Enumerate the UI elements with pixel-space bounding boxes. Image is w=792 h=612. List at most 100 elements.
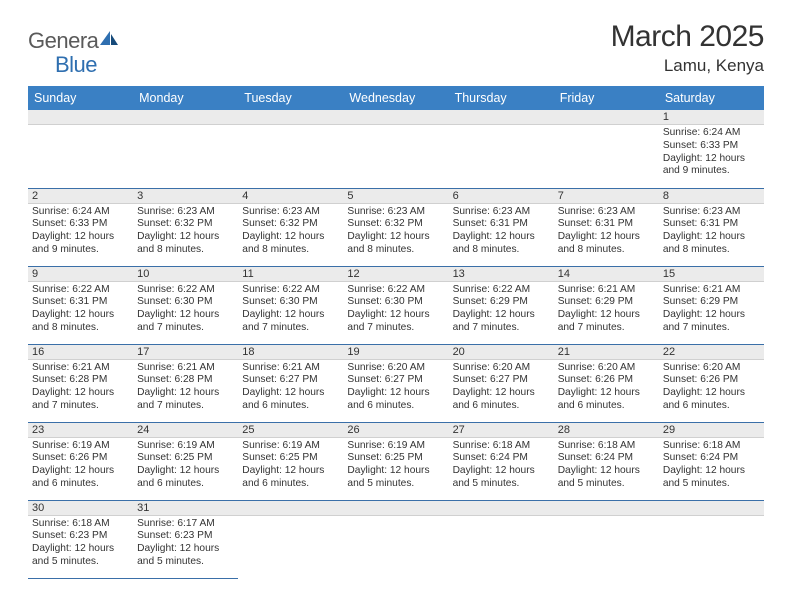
week-row: 16Sunrise: 6:21 AMSunset: 6:28 PMDayligh… xyxy=(28,344,764,422)
day-details: Sunrise: 6:23 AMSunset: 6:32 PMDaylight:… xyxy=(133,204,238,261)
day-cell: 26Sunrise: 6:19 AMSunset: 6:25 PMDayligh… xyxy=(343,422,448,500)
day-cell xyxy=(343,500,448,578)
sunrise-text: Sunrise: 6:19 AM xyxy=(32,440,129,453)
day-header-row: Sunday Monday Tuesday Wednesday Thursday… xyxy=(28,86,764,110)
header-wednesday: Wednesday xyxy=(343,86,448,110)
sunset-text: Sunset: 6:27 PM xyxy=(347,374,444,387)
day-cell xyxy=(659,500,764,578)
day-number: 22 xyxy=(659,345,764,360)
day-number: 25 xyxy=(238,423,343,438)
sunset-text: Sunset: 6:25 PM xyxy=(137,452,234,465)
day-number: 26 xyxy=(343,423,448,438)
day-number: 18 xyxy=(238,345,343,360)
header-sunday: Sunday xyxy=(28,86,133,110)
sunset-text: Sunset: 6:27 PM xyxy=(242,374,339,387)
sunrise-text: Sunrise: 6:18 AM xyxy=(453,440,550,453)
day-details: Sunrise: 6:23 AMSunset: 6:32 PMDaylight:… xyxy=(238,204,343,261)
sunset-text: Sunset: 6:25 PM xyxy=(347,452,444,465)
sunset-text: Sunset: 6:30 PM xyxy=(242,296,339,309)
sunset-text: Sunset: 6:26 PM xyxy=(558,374,655,387)
day-cell: 10Sunrise: 6:22 AMSunset: 6:30 PMDayligh… xyxy=(133,266,238,344)
day-number: 5 xyxy=(343,189,448,204)
sunset-text: Sunset: 6:31 PM xyxy=(558,218,655,231)
day-cell: 28Sunrise: 6:18 AMSunset: 6:24 PMDayligh… xyxy=(554,422,659,500)
sunset-text: Sunset: 6:29 PM xyxy=(558,296,655,309)
sunrise-text: Sunrise: 6:22 AM xyxy=(137,284,234,297)
day-number: 19 xyxy=(343,345,448,360)
week-row: 9Sunrise: 6:22 AMSunset: 6:31 PMDaylight… xyxy=(28,266,764,344)
day-cell: 6Sunrise: 6:23 AMSunset: 6:31 PMDaylight… xyxy=(449,188,554,266)
day-details: Sunrise: 6:23 AMSunset: 6:32 PMDaylight:… xyxy=(343,204,448,261)
day-number-empty xyxy=(343,501,448,516)
day-cell: 16Sunrise: 6:21 AMSunset: 6:28 PMDayligh… xyxy=(28,344,133,422)
daylight-text: Daylight: 12 hours and 8 minutes. xyxy=(663,231,760,257)
day-number-empty xyxy=(554,110,659,125)
header-monday: Monday xyxy=(133,86,238,110)
day-details: Sunrise: 6:20 AMSunset: 6:26 PMDaylight:… xyxy=(659,360,764,417)
day-cell: 14Sunrise: 6:21 AMSunset: 6:29 PMDayligh… xyxy=(554,266,659,344)
day-details: Sunrise: 6:22 AMSunset: 6:31 PMDaylight:… xyxy=(28,282,133,339)
day-details: Sunrise: 6:21 AMSunset: 6:29 PMDaylight:… xyxy=(659,282,764,339)
day-number: 1 xyxy=(659,110,764,125)
header-thursday: Thursday xyxy=(449,86,554,110)
day-cell: 25Sunrise: 6:19 AMSunset: 6:25 PMDayligh… xyxy=(238,422,343,500)
day-cell: 7Sunrise: 6:23 AMSunset: 6:31 PMDaylight… xyxy=(554,188,659,266)
day-number-empty xyxy=(343,110,448,125)
day-number: 14 xyxy=(554,267,659,282)
daylight-text: Daylight: 12 hours and 6 minutes. xyxy=(663,387,760,413)
day-details: Sunrise: 6:20 AMSunset: 6:27 PMDaylight:… xyxy=(343,360,448,417)
daylight-text: Daylight: 12 hours and 8 minutes. xyxy=(32,309,129,335)
day-cell: 24Sunrise: 6:19 AMSunset: 6:25 PMDayligh… xyxy=(133,422,238,500)
daylight-text: Daylight: 12 hours and 7 minutes. xyxy=(242,309,339,335)
day-number-empty xyxy=(449,501,554,516)
calendar-table: Sunday Monday Tuesday Wednesday Thursday… xyxy=(28,86,764,579)
sunrise-text: Sunrise: 6:23 AM xyxy=(137,206,234,219)
day-details: Sunrise: 6:20 AMSunset: 6:26 PMDaylight:… xyxy=(554,360,659,417)
sunrise-text: Sunrise: 6:18 AM xyxy=(558,440,655,453)
day-details: Sunrise: 6:21 AMSunset: 6:29 PMDaylight:… xyxy=(554,282,659,339)
day-details: Sunrise: 6:18 AMSunset: 6:23 PMDaylight:… xyxy=(28,516,133,573)
daylight-text: Daylight: 12 hours and 5 minutes. xyxy=(137,543,234,569)
sunset-text: Sunset: 6:30 PM xyxy=(347,296,444,309)
day-cell: 15Sunrise: 6:21 AMSunset: 6:29 PMDayligh… xyxy=(659,266,764,344)
daylight-text: Daylight: 12 hours and 8 minutes. xyxy=(242,231,339,257)
day-number-empty xyxy=(554,501,659,516)
daylight-text: Daylight: 12 hours and 6 minutes. xyxy=(558,387,655,413)
daylight-text: Daylight: 12 hours and 6 minutes. xyxy=(242,387,339,413)
daylight-text: Daylight: 12 hours and 9 minutes. xyxy=(663,153,760,179)
sunrise-text: Sunrise: 6:23 AM xyxy=(663,206,760,219)
page-header: Genera March 2025 Lamu, Kenya xyxy=(28,20,764,76)
daylight-text: Daylight: 12 hours and 6 minutes. xyxy=(347,387,444,413)
day-number: 16 xyxy=(28,345,133,360)
day-cell: 17Sunrise: 6:21 AMSunset: 6:28 PMDayligh… xyxy=(133,344,238,422)
day-number: 23 xyxy=(28,423,133,438)
day-details: Sunrise: 6:18 AMSunset: 6:24 PMDaylight:… xyxy=(554,438,659,495)
day-details: Sunrise: 6:18 AMSunset: 6:24 PMDaylight:… xyxy=(659,438,764,495)
day-number: 11 xyxy=(238,267,343,282)
day-details: Sunrise: 6:22 AMSunset: 6:30 PMDaylight:… xyxy=(343,282,448,339)
sunrise-text: Sunrise: 6:22 AM xyxy=(347,284,444,297)
sunrise-text: Sunrise: 6:22 AM xyxy=(242,284,339,297)
sunset-text: Sunset: 6:29 PM xyxy=(663,296,760,309)
day-details: Sunrise: 6:19 AMSunset: 6:25 PMDaylight:… xyxy=(133,438,238,495)
day-number-empty xyxy=(238,110,343,125)
day-number: 6 xyxy=(449,189,554,204)
day-cell: 19Sunrise: 6:20 AMSunset: 6:27 PMDayligh… xyxy=(343,344,448,422)
day-number: 8 xyxy=(659,189,764,204)
day-number: 20 xyxy=(449,345,554,360)
title-block: March 2025 Lamu, Kenya xyxy=(611,20,764,76)
header-tuesday: Tuesday xyxy=(238,86,343,110)
day-details: Sunrise: 6:23 AMSunset: 6:31 PMDaylight:… xyxy=(554,204,659,261)
sunrise-text: Sunrise: 6:23 AM xyxy=(242,206,339,219)
calendar-body: 1Sunrise: 6:24 AMSunset: 6:33 PMDaylight… xyxy=(28,110,764,578)
day-number: 13 xyxy=(449,267,554,282)
daylight-text: Daylight: 12 hours and 7 minutes. xyxy=(137,387,234,413)
week-row: 1Sunrise: 6:24 AMSunset: 6:33 PMDaylight… xyxy=(28,110,764,188)
day-number: 29 xyxy=(659,423,764,438)
day-details: Sunrise: 6:21 AMSunset: 6:27 PMDaylight:… xyxy=(238,360,343,417)
sunrise-text: Sunrise: 6:20 AM xyxy=(453,362,550,375)
daylight-text: Daylight: 12 hours and 7 minutes. xyxy=(347,309,444,335)
day-number: 10 xyxy=(133,267,238,282)
sail-icon xyxy=(98,29,120,47)
day-details: Sunrise: 6:23 AMSunset: 6:31 PMDaylight:… xyxy=(449,204,554,261)
